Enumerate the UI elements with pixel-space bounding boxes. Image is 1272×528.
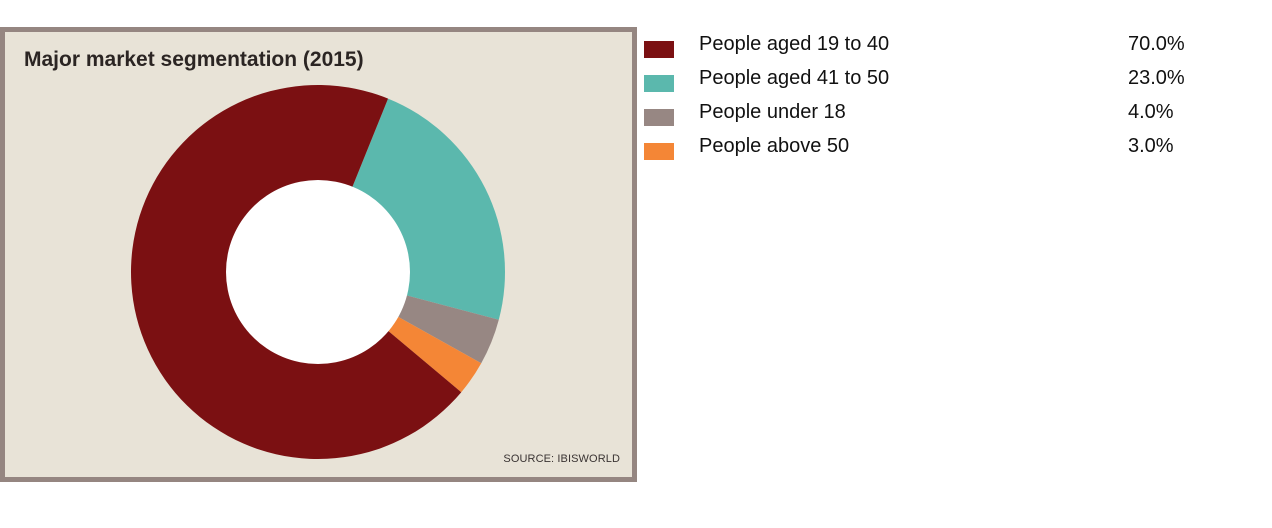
legend-item: People under 18 4.0% <box>644 101 1244 135</box>
donut-hole <box>226 180 410 364</box>
legend-swatch <box>644 41 674 58</box>
legend-value: 70.0% <box>1128 33 1185 55</box>
legend-value: 4.0% <box>1128 101 1174 123</box>
legend-item: People aged 19 to 40 70.0% <box>644 33 1244 67</box>
legend-value: 3.0% <box>1128 135 1174 157</box>
legend-item: People above 50 3.0% <box>644 135 1244 169</box>
donut-chart <box>130 85 506 460</box>
chart-source: SOURCE: IBISWORLD <box>503 453 620 465</box>
chart-panel: Major market segmentation (2015) SOURCE:… <box>0 27 637 482</box>
chart-title: Major market segmentation (2015) <box>24 48 364 71</box>
chart-legend: People aged 19 to 40 70.0% People aged 4… <box>644 33 1244 169</box>
legend-label: People aged 41 to 50 <box>699 67 890 89</box>
legend-label: People above 50 <box>699 135 850 157</box>
legend-label: People under 18 <box>699 101 846 123</box>
legend-value: 23.0% <box>1128 67 1185 89</box>
legend-swatch <box>644 75 674 92</box>
legend-label: People aged 19 to 40 <box>699 33 890 55</box>
legend-swatch <box>644 109 674 126</box>
legend-item: People aged 41 to 50 23.0% <box>644 67 1244 101</box>
legend-swatch <box>644 143 674 160</box>
